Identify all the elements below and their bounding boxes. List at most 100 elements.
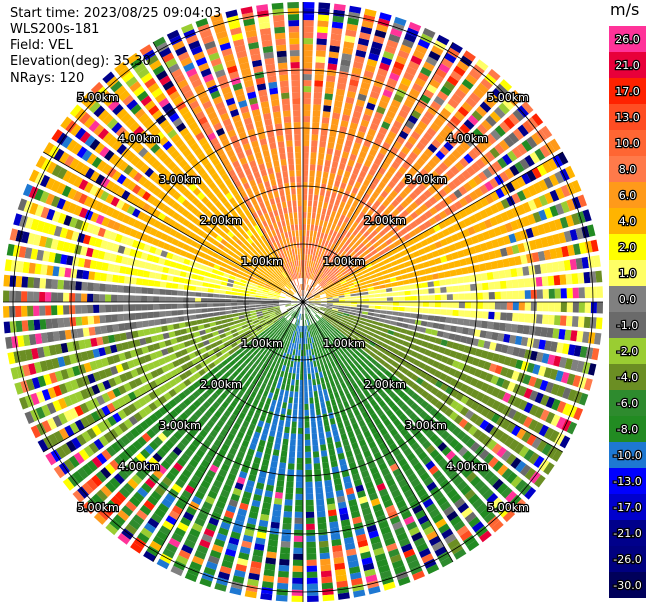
radar-gate bbox=[252, 280, 259, 285]
radar-gate bbox=[125, 431, 136, 442]
radar-gate bbox=[382, 89, 393, 98]
radar-gate bbox=[45, 292, 52, 302]
radar-gate bbox=[459, 157, 469, 168]
radar-gate bbox=[51, 279, 58, 290]
radar-gate bbox=[318, 238, 323, 245]
radar-gate bbox=[327, 280, 333, 286]
radar-gate bbox=[352, 221, 359, 229]
radar-gate bbox=[351, 352, 359, 360]
radar-gate bbox=[319, 333, 324, 340]
radar-gate bbox=[155, 421, 165, 431]
radar-gate bbox=[471, 357, 480, 367]
radar-gate bbox=[545, 381, 555, 394]
radar-gate bbox=[398, 263, 406, 270]
radar-gate bbox=[524, 154, 535, 167]
radar-gate bbox=[226, 504, 237, 514]
radar-gate bbox=[237, 508, 248, 517]
radar-gate bbox=[309, 355, 313, 362]
radar-gate bbox=[89, 101, 101, 114]
radar-gate bbox=[285, 420, 291, 428]
radar-gate bbox=[220, 521, 231, 531]
radar-gate bbox=[177, 426, 187, 436]
radar-gate bbox=[148, 246, 157, 254]
radar-gate bbox=[262, 311, 269, 315]
radar-gate bbox=[399, 44, 412, 54]
radar-gate bbox=[319, 291, 325, 295]
radar-gate bbox=[464, 284, 471, 292]
radar-gate bbox=[215, 500, 226, 510]
radar-gate bbox=[404, 33, 417, 43]
radar-gate bbox=[273, 327, 279, 334]
radar-gate bbox=[480, 407, 491, 418]
radar-gate bbox=[256, 313, 264, 317]
radar-gate bbox=[291, 427, 297, 434]
radar-gate bbox=[544, 340, 552, 351]
radar-gate bbox=[90, 212, 99, 223]
radar-gate bbox=[51, 129, 63, 142]
radar-gate bbox=[112, 387, 122, 398]
radar-gate bbox=[333, 300, 339, 302]
radar-gate bbox=[497, 354, 506, 365]
radar-gate bbox=[463, 50, 476, 62]
radar-gate bbox=[509, 334, 517, 344]
radar-gate bbox=[427, 418, 437, 428]
radar-gate bbox=[333, 244, 339, 252]
radar-gate bbox=[496, 402, 507, 414]
radar-gate bbox=[190, 279, 198, 286]
radar-gate bbox=[497, 157, 508, 169]
radar-gate bbox=[325, 277, 331, 283]
radar-gate bbox=[152, 342, 161, 351]
radar-gate bbox=[348, 329, 355, 334]
radar-gate bbox=[299, 331, 302, 338]
radar-gate bbox=[213, 335, 221, 341]
radar-gate bbox=[191, 438, 201, 448]
radar-gate bbox=[367, 128, 377, 137]
radar-gate bbox=[297, 361, 300, 368]
radar-gate bbox=[317, 426, 324, 434]
radar-gate bbox=[144, 461, 155, 472]
radar-gate bbox=[485, 240, 494, 250]
radar-gate bbox=[279, 316, 285, 321]
radar-gate bbox=[197, 377, 206, 386]
radar-gate bbox=[321, 316, 328, 321]
radar-gate bbox=[207, 490, 218, 500]
radar-gate bbox=[261, 459, 270, 467]
radar-gate bbox=[325, 320, 331, 326]
radar-gate bbox=[291, 379, 295, 386]
radar-gate bbox=[108, 428, 119, 440]
radar-gate bbox=[306, 529, 316, 536]
radar-gate bbox=[33, 234, 42, 246]
radar-gate bbox=[323, 285, 329, 290]
radar-gate bbox=[293, 403, 298, 410]
radar-gate bbox=[398, 307, 405, 312]
radar-gate bbox=[273, 297, 280, 300]
radar-gate bbox=[155, 326, 163, 334]
radar-gate bbox=[327, 222, 332, 229]
radar-gate bbox=[255, 295, 262, 298]
radar-gate bbox=[526, 337, 535, 348]
radar-gate bbox=[244, 257, 252, 264]
radar-gate bbox=[189, 314, 197, 320]
radar-gate bbox=[171, 505, 183, 515]
radar-gate bbox=[162, 476, 173, 487]
radar-gate bbox=[83, 445, 95, 458]
radar-gate bbox=[276, 369, 281, 377]
radar-gate bbox=[22, 183, 33, 197]
radar-gate bbox=[281, 339, 286, 346]
radar-gate bbox=[521, 101, 534, 114]
radar-gate bbox=[512, 346, 521, 357]
radar-gate bbox=[534, 474, 546, 488]
radar-gate bbox=[148, 402, 158, 412]
radar-gate bbox=[183, 258, 191, 265]
radar-gate bbox=[205, 219, 213, 227]
radar-gate bbox=[480, 382, 490, 393]
radar-gate bbox=[310, 287, 315, 293]
radar-gate bbox=[480, 154, 491, 166]
radar-gate bbox=[265, 270, 272, 276]
radar-gate bbox=[361, 245, 368, 253]
radar-gate bbox=[51, 164, 63, 177]
radar-gate bbox=[301, 314, 303, 320]
radar-gate bbox=[319, 195, 324, 202]
radar-gate bbox=[410, 296, 417, 301]
radar-gate bbox=[183, 291, 190, 296]
